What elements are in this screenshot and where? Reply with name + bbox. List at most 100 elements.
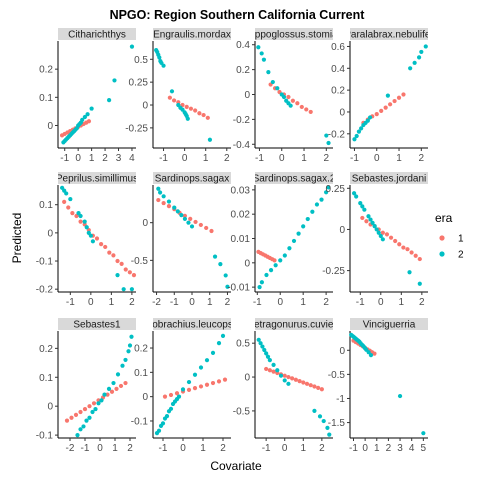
facet-strip-label: Hippoglossus.stomias	[245, 30, 342, 41]
data-point	[182, 213, 188, 218]
legend-key	[439, 251, 445, 257]
y-tick-label: 0	[47, 402, 53, 413]
series-2	[75, 334, 134, 438]
x-tick-label: 2	[319, 443, 325, 454]
data-point	[73, 412, 79, 417]
data-point	[261, 57, 267, 62]
data-point	[412, 60, 417, 65]
y-tick-label: 0.1	[39, 93, 53, 104]
data-point	[316, 385, 321, 390]
data-point	[99, 398, 104, 403]
data-point	[115, 273, 120, 278]
y-tick-label: 0.1	[39, 373, 53, 384]
data-point	[312, 384, 317, 389]
x-tick-label: 1	[89, 153, 95, 164]
data-point	[120, 363, 125, 368]
y-tick-label: 0.2	[39, 65, 53, 76]
data-point	[325, 425, 330, 430]
y-tick-label: 0	[339, 107, 345, 118]
data-point	[366, 350, 371, 355]
data-point	[87, 415, 92, 420]
data-point	[118, 383, 124, 389]
data-point	[109, 389, 115, 394]
data-point	[123, 357, 128, 363]
x-tick-label: 1	[300, 297, 306, 308]
data-point	[168, 406, 174, 411]
facet-strip	[255, 318, 333, 330]
facet-panel: Paralabrax.nebulifer -0.2 0 0.2 0.4 0.6 -1 0 1 2	[328, 28, 434, 164]
y-tick-label: 0.6	[331, 42, 345, 53]
x-tick-label: 2	[323, 297, 329, 308]
data-point	[360, 204, 365, 209]
data-point	[78, 213, 83, 219]
x-tick-label: -1	[356, 297, 365, 308]
data-point	[388, 102, 393, 107]
y-tick-label: -0.5	[328, 370, 346, 381]
facet-panel: Peprilus.simillimus -0.2 -0.1 0 0.1 -1 0 1 2	[36, 172, 137, 308]
y-tick-label: -0.1	[131, 416, 149, 427]
series-1	[256, 249, 277, 263]
y-tick-label: 0.2	[236, 65, 250, 76]
data-point	[193, 219, 198, 225]
data-point	[157, 55, 162, 60]
x-tick-label: 0	[182, 153, 188, 164]
data-point	[267, 368, 272, 373]
series-1	[268, 82, 313, 115]
data-point	[275, 86, 280, 91]
facet-strip-label: Paralabrax.nebulifer	[344, 30, 434, 41]
data-point	[168, 392, 174, 398]
data-point	[366, 214, 371, 219]
data-point	[379, 108, 384, 113]
data-point	[388, 235, 394, 240]
y-tick-label: -0.5	[233, 406, 251, 417]
data-point	[301, 380, 306, 385]
x-tick-label: 0	[279, 153, 285, 164]
data-point	[383, 105, 388, 110]
data-point	[278, 373, 284, 378]
facet-panel: Sardinops.sagax.2 -0.01 0 0.01 0.02 0.03 -1 0 1 2	[227, 172, 336, 308]
x-tick-label: 1	[301, 443, 307, 454]
data-point	[84, 418, 89, 423]
y-tick-label: 0.01	[231, 234, 251, 245]
data-point	[397, 242, 402, 247]
data-point	[66, 205, 71, 210]
data-point	[193, 108, 198, 113]
y-tick-label: -0.4	[233, 140, 251, 151]
x-tick-label: 1	[207, 297, 213, 308]
data-point	[291, 238, 297, 244]
data-point	[161, 200, 166, 206]
facet-strip-label: Sardinops.sagax.2	[253, 174, 336, 185]
facet-strip-label: Citharichthys	[68, 30, 126, 41]
data-point	[222, 377, 228, 382]
facet-strip	[153, 28, 231, 40]
data-point	[169, 89, 175, 94]
series-1	[167, 95, 210, 120]
legend-title: era	[435, 211, 453, 225]
data-point	[278, 258, 283, 263]
x-tick-label: 1	[112, 443, 118, 454]
x-tick-label: 0	[282, 443, 288, 454]
data-point	[121, 287, 126, 292]
data-point	[209, 228, 214, 234]
facet-strip	[255, 172, 333, 184]
data-point	[198, 384, 204, 389]
data-point	[107, 98, 112, 103]
y-tick-label: 0	[47, 228, 53, 239]
data-point	[282, 373, 287, 378]
series-2	[352, 191, 422, 286]
data-point	[161, 63, 166, 68]
facet-strip-label: Stenobrachius.leucopsarus	[132, 320, 253, 331]
data-point	[376, 230, 381, 235]
data-point	[176, 394, 182, 399]
data-point	[96, 401, 101, 406]
data-point	[352, 137, 357, 142]
data-point	[423, 44, 428, 49]
x-tick-label: 2	[324, 153, 330, 164]
data-point	[272, 258, 277, 263]
data-point	[264, 366, 269, 372]
series-2	[256, 45, 331, 146]
x-tick-label: 4	[409, 443, 415, 454]
data-point	[102, 392, 107, 397]
